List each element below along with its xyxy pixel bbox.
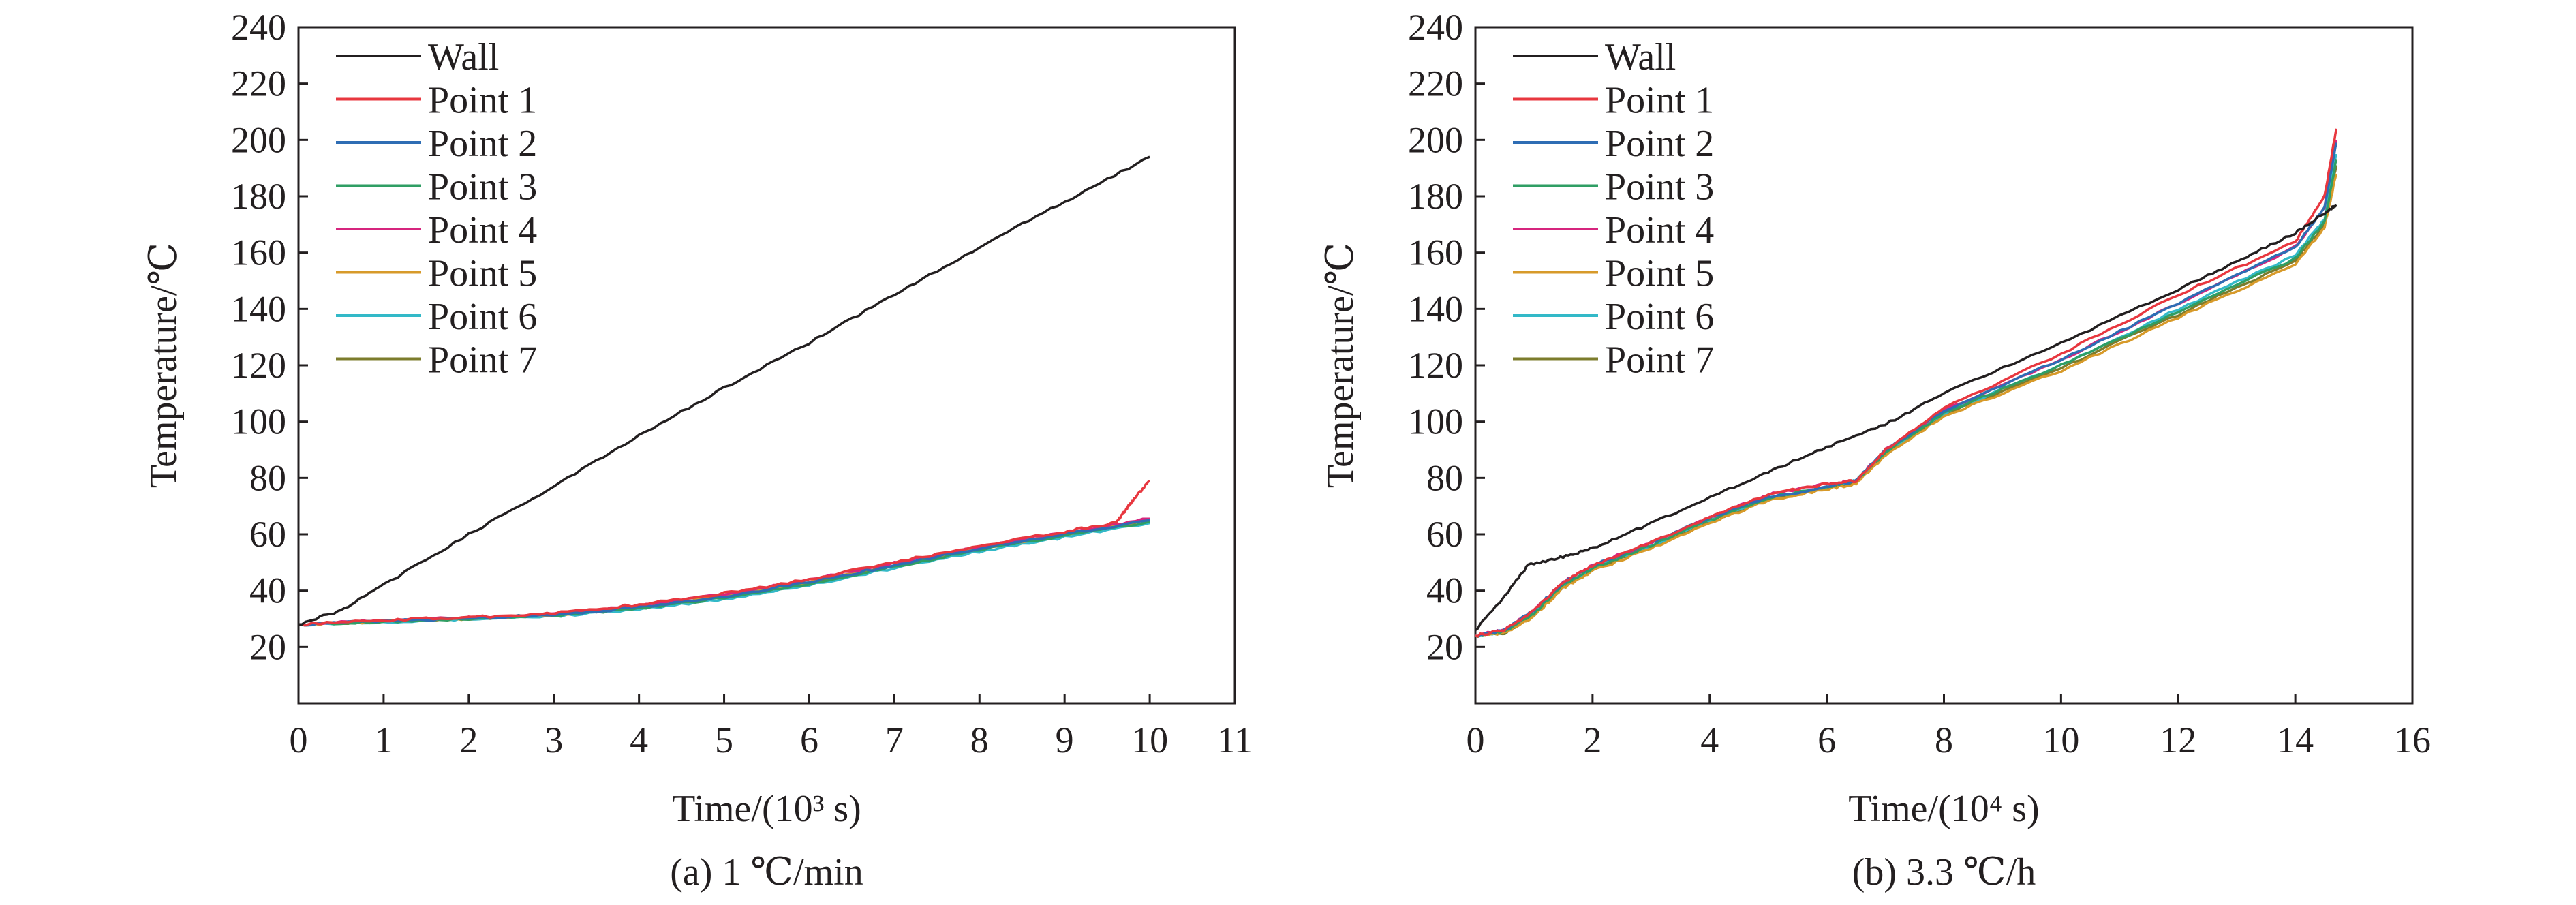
- legend-label-point-5: Point 5: [428, 253, 537, 295]
- x-tick-label: 0: [1467, 720, 1485, 761]
- y-tick-label: 180: [1408, 176, 1463, 217]
- y-tick-label: 240: [1408, 7, 1463, 48]
- series-line-wall: [1475, 204, 2337, 631]
- legend-label-point-2: Point 2: [428, 123, 537, 165]
- y-tick-label: 80: [1426, 457, 1463, 498]
- chart-panel-b: 0 2 4 6 8 10 12 14 16 20 40 60 80 100 120 140 160 180 200 2…: [1319, 7, 2431, 893]
- y-tick-label: 120: [231, 345, 286, 386]
- x-tick-label: 6: [800, 720, 818, 761]
- y-tick-label: 40: [249, 570, 286, 611]
- x-tick-label: 14: [2277, 720, 2314, 761]
- x-tick-label: 10: [2042, 720, 2079, 761]
- y-tick-label: 60: [1426, 514, 1463, 555]
- legend-label-point-3: Point 3: [428, 166, 537, 209]
- x-tick-label: 11: [1217, 720, 1253, 761]
- y-tick-label: 180: [231, 176, 286, 217]
- x-tick-label: 4: [1700, 720, 1719, 761]
- y-tick-label: 120: [1408, 345, 1463, 386]
- series-line-point-1: [1475, 128, 2338, 638]
- x-axis-label: Time/(10⁴ s): [1848, 788, 2039, 830]
- x-tick-label: 2: [459, 720, 478, 761]
- x-tick-label: 4: [630, 720, 648, 761]
- legend-label-point-4: Point 4: [1605, 209, 1714, 251]
- legend-label-point-6: Point 6: [1605, 296, 1714, 338]
- x-tick-label: 2: [1583, 720, 1601, 761]
- series-lines: [298, 155, 1151, 627]
- y-tick-label: 100: [1408, 401, 1463, 442]
- x-tick-label: 3: [545, 720, 563, 761]
- y-axis-label: Temperature/℃: [142, 243, 185, 488]
- legend-label-point-5: Point 5: [1605, 253, 1714, 295]
- y-tick-label: 20: [1426, 626, 1463, 667]
- y-tick-label: 60: [249, 514, 286, 555]
- series-line-point-1: [298, 480, 1151, 627]
- legend-label-point-1: Point 1: [428, 80, 537, 122]
- y-tick-label: 160: [231, 232, 286, 273]
- y-tick-label: 220: [1408, 63, 1463, 104]
- legend-label-point-7: Point 7: [1605, 339, 1714, 382]
- x-tick-label: 8: [1935, 720, 1953, 761]
- series-line-point-7: [298, 519, 1150, 627]
- x-tick-label: 5: [715, 720, 733, 761]
- y-tick-label: 140: [231, 288, 286, 329]
- x-tick-label: 9: [1056, 720, 1074, 761]
- series-line-point-5: [298, 519, 1150, 627]
- legend-label-point-3: Point 3: [1605, 166, 1714, 209]
- y-tick-label: 160: [1408, 232, 1463, 273]
- legend-label-point-2: Point 2: [1605, 123, 1714, 165]
- x-axis-label: Time/(10³ s): [672, 788, 861, 830]
- chart-panel-a: 0 1 2 3 4 5 6 7 8 9 10 11 20 40 60 80 100 120 140 160 180 200…: [142, 7, 1253, 893]
- legend-label-wall: Wall: [428, 36, 499, 78]
- y-tick-label: 20: [249, 626, 286, 667]
- y-tick-label: 100: [231, 401, 286, 442]
- x-tick-label: 1: [374, 720, 393, 761]
- legend-label-wall: Wall: [1605, 36, 1676, 78]
- y-tick-label: 220: [231, 63, 286, 104]
- legend-label-point-6: Point 6: [428, 296, 537, 338]
- series-lines: [1475, 128, 2338, 639]
- x-tick-label: 16: [2394, 720, 2431, 761]
- x-tick-label: 7: [885, 720, 904, 761]
- series-line-point-4: [298, 517, 1150, 627]
- series-line-wall: [298, 155, 1150, 626]
- y-axis-label: Temperature/℃: [1319, 243, 1362, 488]
- legend-label-point-1: Point 1: [1605, 80, 1714, 122]
- legend-label-point-4: Point 4: [428, 209, 537, 251]
- x-tick-label: 12: [2160, 720, 2196, 761]
- y-tick-label: 240: [231, 7, 286, 48]
- panel-caption: (a) 1 ℃/min: [670, 851, 863, 893]
- series-line-point-2: [298, 519, 1150, 627]
- y-tick-label: 200: [231, 119, 286, 160]
- y-tick-label: 200: [1408, 119, 1463, 160]
- x-tick-label: 6: [1818, 720, 1836, 761]
- panel-caption: (b) 3.3 ℃/h: [1852, 851, 2036, 893]
- y-tick-label: 140: [1408, 288, 1463, 329]
- x-tick-label: 10: [1131, 720, 1168, 761]
- x-tick-label: 0: [290, 720, 308, 761]
- series-line-point-5: [1475, 173, 2338, 639]
- legend-label-point-7: Point 7: [428, 339, 537, 382]
- y-tick-label: 40: [1426, 570, 1463, 611]
- y-tick-label: 80: [249, 457, 286, 498]
- x-tick-label: 8: [970, 720, 989, 761]
